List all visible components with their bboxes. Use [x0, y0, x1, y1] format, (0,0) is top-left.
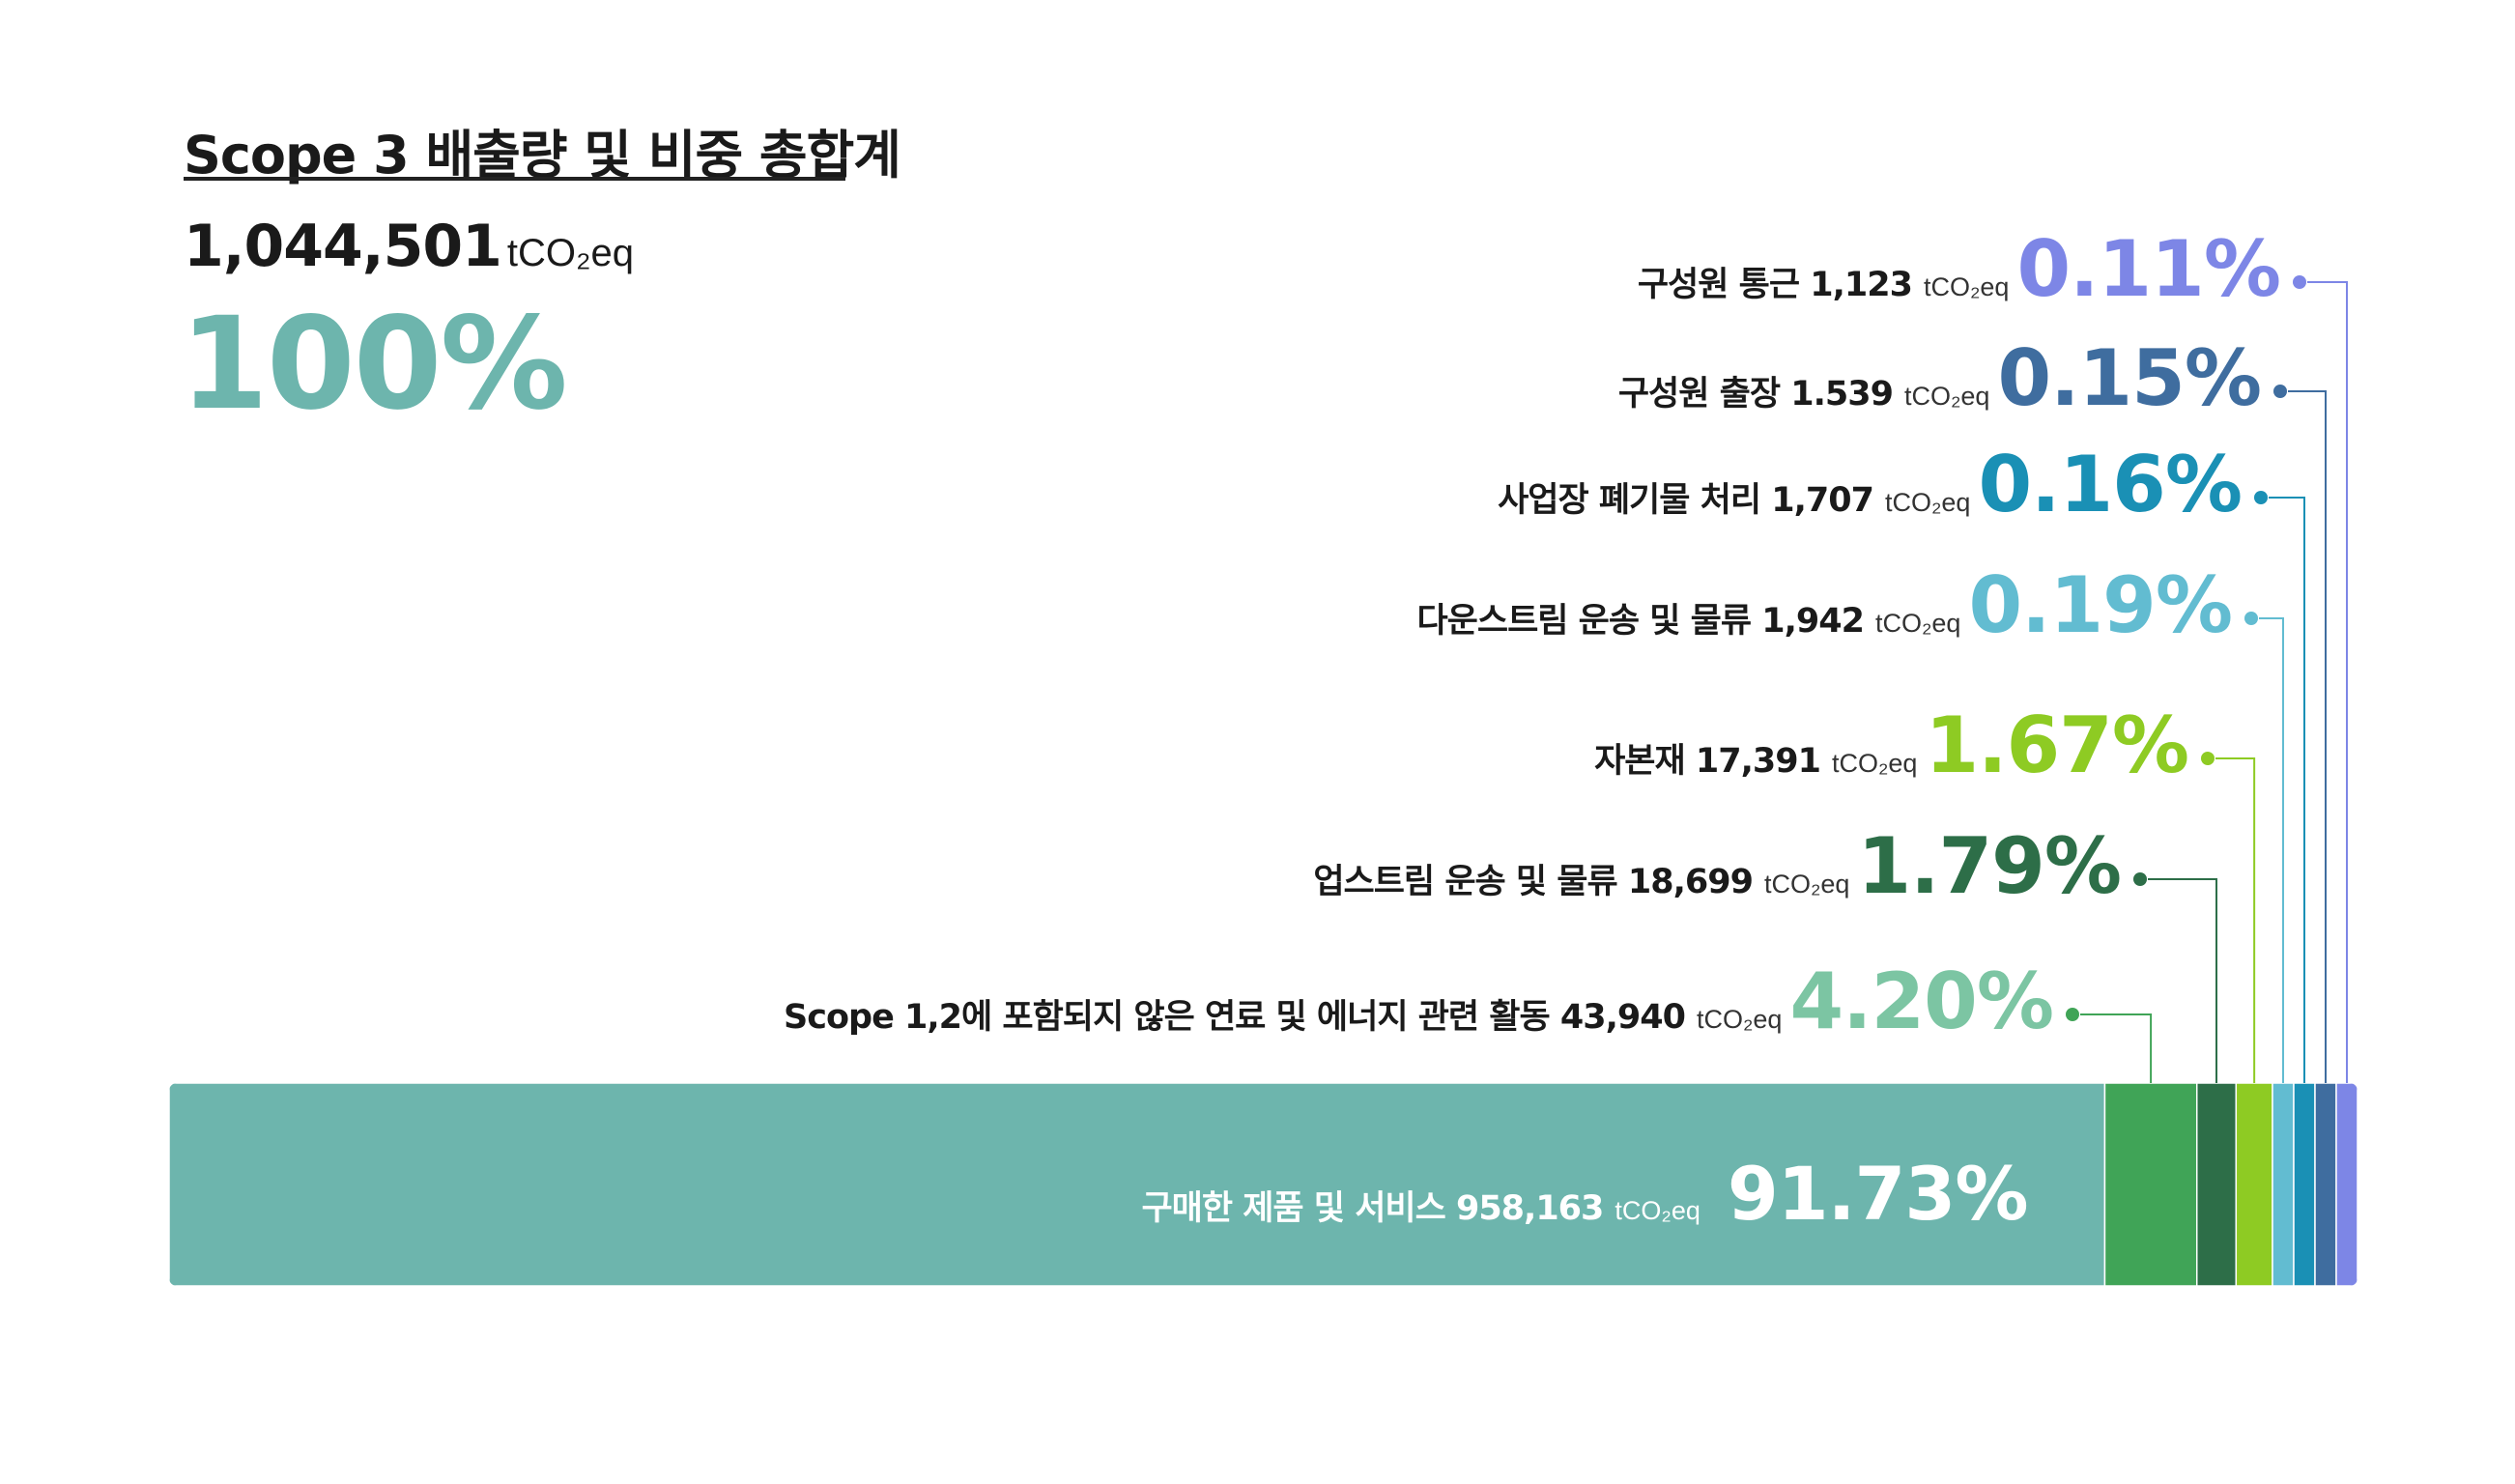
bar-segment-5 — [2293, 1083, 2316, 1286]
bar-segment-2 — [2195, 1083, 2238, 1286]
bar-segment-4 — [2272, 1083, 2295, 1286]
category-unit: tCO₂eq — [1615, 1196, 1700, 1225]
chart-title: Scope 3 배출량 및 비중 총합계 — [184, 125, 901, 186]
category-name: 구성원 통근 1,123 — [1637, 266, 1913, 304]
category-percent: 0.11% — [2016, 224, 2281, 314]
category-name: 구매한 제품 및 서비스 958,163 — [1141, 1189, 1604, 1228]
category-label-1: Scope 1,2에 포함되지 않은 연료 및 에너지 관련 활동 43,940… — [784, 956, 2054, 1046]
connector-dot-5 — [2254, 491, 2268, 504]
connector-line-2 — [2148, 878, 2218, 1083]
category-label-4: 다운스트림 운송 및 물류 1,942 tCO₂eq 0.19% — [1416, 560, 2233, 650]
category-unit: tCO₂eq — [1903, 382, 1990, 411]
category-unit: tCO₂eq — [1923, 272, 2010, 301]
category-name: 다운스트림 운송 및 물류 1,942 — [1416, 602, 1864, 641]
category-unit: tCO₂eq — [1884, 488, 1971, 517]
total-value: 1,044,501 — [184, 213, 502, 280]
category-percent: 1.67% — [1925, 700, 2189, 790]
connector-dot-7 — [2293, 275, 2306, 289]
connector-dot-2 — [2133, 872, 2147, 886]
total-emissions: 1,044,501 tCO₂eq — [184, 213, 634, 280]
connector-line-4 — [2259, 617, 2284, 1083]
category-name: 사업장 폐기물 처리 1,707 — [1498, 481, 1874, 520]
category-percent: 4.20% — [1789, 956, 2054, 1046]
category-label-0: 구매한 제품 및 서비스 958,163 tCO₂eq 91.73% — [1141, 1151, 2029, 1237]
connector-dot-1 — [2066, 1008, 2079, 1021]
connector-dot-3 — [2201, 752, 2215, 765]
category-label-3: 자본재 17,391 tCO₂eq 1.67% — [1594, 700, 2189, 790]
category-name: 자본재 17,391 — [1594, 742, 1821, 781]
bar-segment-6 — [2314, 1083, 2337, 1286]
category-percent: 0.15% — [1997, 333, 2262, 423]
connector-line-5 — [2269, 497, 2305, 1083]
category-label-5: 사업장 폐기물 처리 1,707 tCO₂eq 0.16% — [1498, 440, 2243, 529]
category-label-2: 업스트림 운송 및 물류 18,699 tCO₂eq 1.79% — [1313, 821, 2122, 911]
category-percent: 1.79% — [1857, 821, 2122, 911]
category-percent: 0.19% — [1968, 560, 2233, 650]
category-name: 업스트림 운송 및 물류 18,699 — [1313, 863, 1754, 901]
category-unit: tCO₂eq — [1696, 1005, 1783, 1034]
category-label-6: 구성원 출장 1.539 tCO₂eq 0.15% — [1617, 333, 2262, 423]
total-percent: 100% — [180, 290, 568, 439]
bar-segment-0 — [169, 1083, 2106, 1286]
bar-segment-7 — [2335, 1083, 2358, 1286]
connector-dot-6 — [2273, 385, 2287, 398]
category-percent: 91.73% — [1727, 1151, 2029, 1237]
category-name: Scope 1,2에 포함되지 않은 연료 및 에너지 관련 활동 43,940 — [784, 998, 1686, 1037]
bar-segment-3 — [2235, 1083, 2273, 1286]
bar-segment-1 — [2103, 1083, 2198, 1286]
connector-line-7 — [2307, 281, 2348, 1083]
connector-line-6 — [2288, 390, 2327, 1083]
category-label-7: 구성원 통근 1,123 tCO₂eq 0.11% — [1637, 224, 2281, 314]
total-unit: tCO₂eq — [506, 232, 634, 274]
connector-line-3 — [2215, 757, 2256, 1083]
category-percent: 0.16% — [1978, 440, 2243, 529]
category-unit: tCO₂eq — [1763, 870, 1850, 899]
category-name: 구성원 출장 1.539 — [1617, 375, 1894, 414]
category-unit: tCO₂eq — [1874, 609, 1961, 638]
connector-dot-4 — [2244, 612, 2258, 625]
title-underline — [184, 177, 845, 181]
connector-line-1 — [2080, 1013, 2153, 1083]
category-unit: tCO₂eq — [1831, 749, 1918, 778]
